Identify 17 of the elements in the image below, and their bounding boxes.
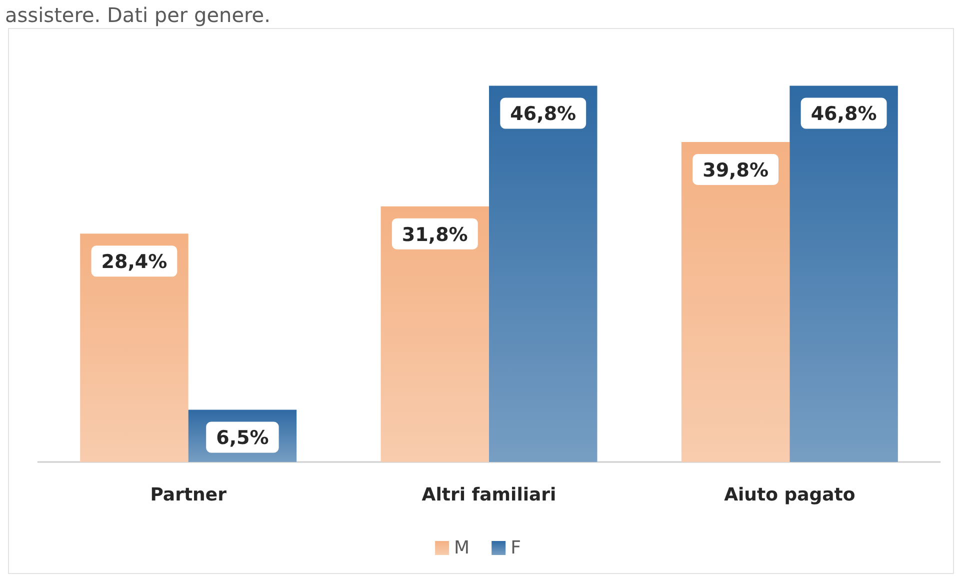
legend-label: F	[510, 538, 521, 558]
data-label: 46,8%	[810, 103, 877, 126]
legend-label: M	[454, 538, 470, 558]
bar	[80, 234, 188, 462]
data-label: 31,8%	[402, 224, 468, 246]
x-tick-label: Aiuto pagato	[724, 484, 856, 506]
bar	[380, 206, 489, 462]
data-label: 39,8%	[702, 160, 769, 182]
chart-title: assistere. Dati per genere.	[5, 3, 270, 27]
x-tick-label: Altri familiari	[422, 484, 556, 506]
bar	[681, 142, 790, 462]
data-label: 28,4%	[101, 251, 168, 274]
bar	[790, 86, 898, 462]
data-label: 6,5%	[216, 427, 269, 450]
x-tick-label: Partner	[150, 484, 227, 506]
data-label: 46,8%	[510, 103, 576, 126]
bar	[489, 86, 598, 462]
